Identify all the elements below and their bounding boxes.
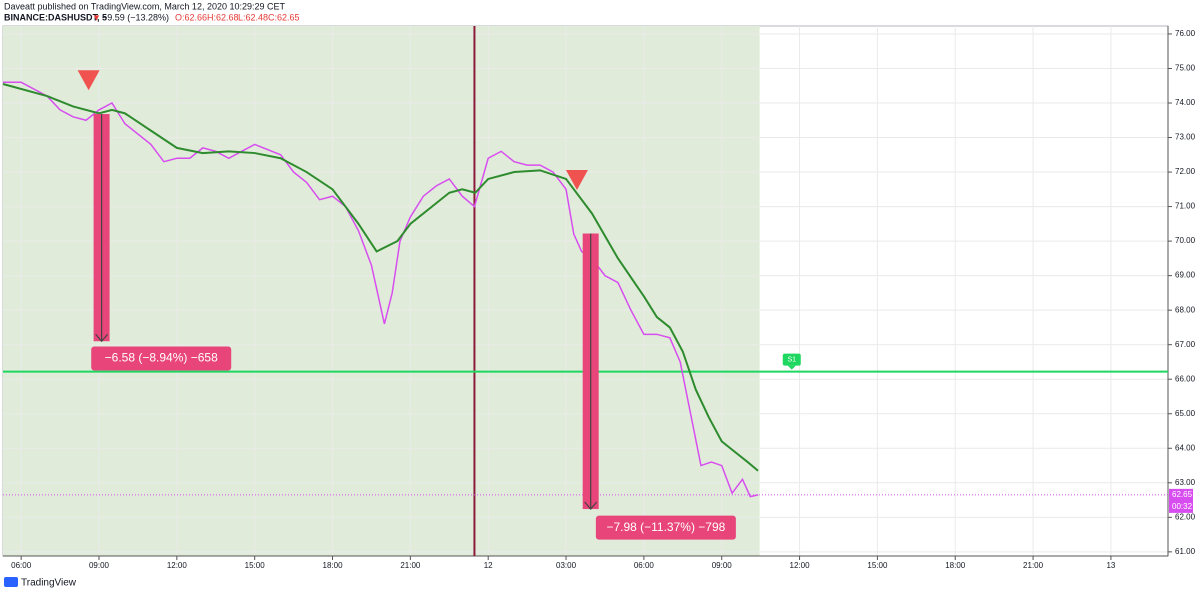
x-tick-label: 15:00 — [245, 561, 266, 570]
measure-label-box — [595, 515, 736, 540]
session-shade — [3, 26, 760, 556]
ohlc-open: O:62.66 — [175, 12, 207, 22]
brand: TradingView — [21, 578, 77, 589]
y-tick-label: 63.00 — [1175, 478, 1196, 487]
x-tick-label: 12:00 — [790, 561, 811, 570]
x-tick-label: 03:00 — [556, 561, 577, 570]
x-tick-label: 06:00 — [11, 561, 32, 570]
y-tick-label: 68.00 — [1175, 305, 1196, 314]
y-tick-label: 66.00 — [1175, 374, 1196, 383]
measure-label-box — [91, 346, 232, 371]
change: −9.59 (−13.28%) — [102, 12, 169, 22]
measure-arrow-head — [584, 501, 598, 510]
brand-logo — [4, 577, 18, 587]
level-label: S1 — [787, 356, 796, 363]
x-tick-label: 09:00 — [712, 561, 733, 570]
price-line — [2, 83, 759, 472]
measure-arrow-head — [95, 333, 109, 343]
ohlc-high: H:62.68 — [207, 12, 239, 22]
level-tag — [782, 353, 801, 366]
level-tag-pointer — [787, 365, 796, 370]
last-price-tag — [1169, 488, 1193, 513]
y-tick-label: 64.00 — [1175, 443, 1196, 452]
countdown-label: 00:32 — [1172, 502, 1193, 511]
y-tick-label: 72.00 — [1175, 167, 1196, 176]
symbol: BINANCE:DASHUSDT, 5 — [4, 12, 107, 22]
y-tick-label: 69.00 — [1175, 271, 1196, 280]
y-tick-label: 73.00 — [1175, 133, 1196, 142]
last-price-label: 62.65 — [1172, 490, 1193, 499]
x-tick-label: 21:00 — [400, 561, 421, 570]
x-tick-label: 18:00 — [945, 561, 966, 570]
x-tick-label: 18:00 — [323, 561, 344, 570]
y-tick-label: 61.00 — [1175, 547, 1196, 556]
price-line — [3, 81, 759, 498]
sell-signal — [77, 70, 100, 91]
x-tick-label: 15:00 — [867, 561, 888, 570]
y-tick-label: 67.00 — [1175, 340, 1196, 349]
y-tick-label: 62.00 — [1175, 512, 1196, 521]
measure-label: −7.98 (−11.37%) −798 — [606, 520, 725, 534]
change-arrow: ▼ — [92, 12, 101, 22]
y-tick-label: 75.00 — [1175, 64, 1196, 73]
x-tick-label: 09:00 — [89, 561, 110, 570]
y-tick-label: 70.00 — [1175, 236, 1196, 245]
measure-label: −6.58 (−8.94%) −658 — [105, 351, 218, 365]
x-tick-label: 12:00 — [167, 561, 188, 570]
x-tick-label: 21:00 — [1023, 561, 1044, 570]
x-tick-label: 06:00 — [634, 561, 655, 570]
publisher-line: Daveatt published on TradingView.com, Ma… — [4, 1, 286, 11]
x-tick-label: 12 — [484, 561, 493, 570]
ohlc-low: L:62.48 — [238, 12, 268, 22]
y-tick-label: 65.00 — [1175, 409, 1196, 418]
y-tick-label: 71.00 — [1175, 202, 1196, 211]
y-tick-label: 76.00 — [1175, 29, 1196, 38]
ohlc-close: C:62.65 — [268, 12, 300, 22]
x-tick-label: 13 — [1106, 561, 1115, 570]
sell-signal — [565, 169, 588, 190]
y-tick-label: 74.00 — [1175, 98, 1196, 107]
